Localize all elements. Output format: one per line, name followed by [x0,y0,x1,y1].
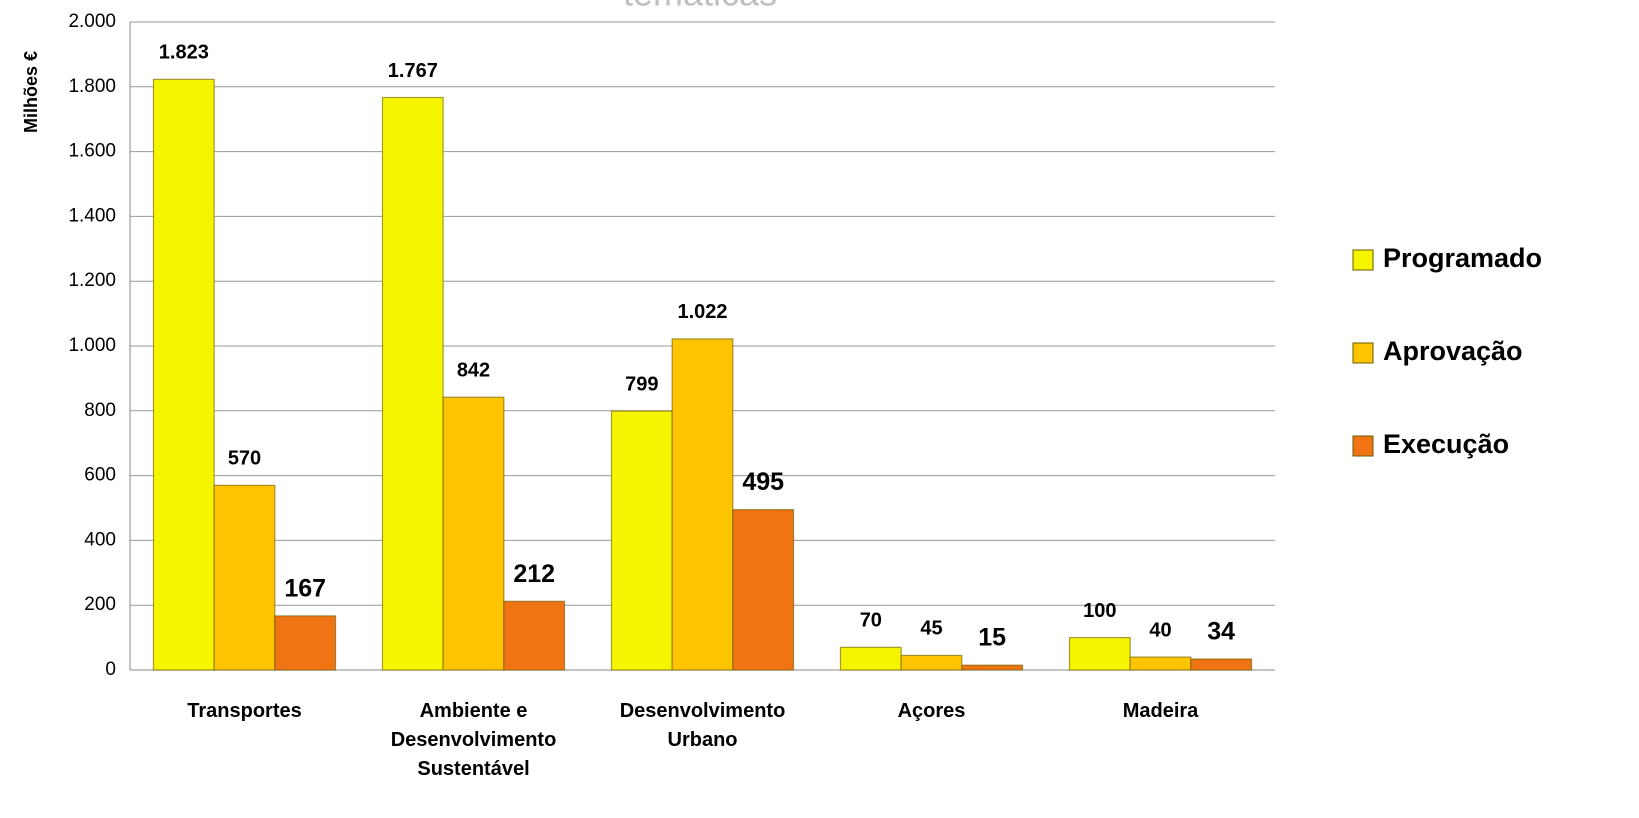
data-label: 842 [457,359,490,381]
y-tick-label: 400 [84,529,116,550]
x-tick-label: Transportes [187,700,302,722]
data-label: 45 [920,618,942,640]
bar [503,600,566,671]
y-tick-label: 200 [84,594,116,615]
bar [274,615,337,671]
bar [610,410,673,671]
bar [961,664,1024,671]
data-label: 70 [860,610,882,632]
x-tick-label: Madeira [1122,700,1199,722]
data-label: 1.823 [159,42,209,64]
bar [839,646,902,671]
bar [1129,656,1192,671]
data-label: 15 [978,624,1006,652]
chart-title: temáticas [623,0,777,14]
x-tick-label: Desenvolvimento Urbano [619,700,786,751]
y-tick-label: 1.200 [68,270,116,291]
y-axis-label: Milhões € [21,51,41,133]
bar [1190,658,1253,671]
data-label: 167 [284,575,326,603]
data-label: 34 [1207,618,1235,646]
bar [152,78,215,671]
y-tick-label: 1.800 [68,76,116,97]
bar [671,338,734,671]
y-tick-label: 600 [84,465,116,486]
bar [1068,636,1131,671]
bar [900,654,963,671]
x-tick-label: Açores [897,700,966,722]
legend-swatch [1352,249,1374,271]
y-tick-label: 800 [84,400,116,421]
legend-swatch [1352,435,1374,457]
y-tick-label: 0 [105,659,116,680]
bar [442,396,505,671]
y-tick-label: 2.000 [68,11,116,32]
y-tick-label: 1.000 [68,335,116,356]
bar [732,509,795,671]
y-tick-label: 1.400 [68,205,116,226]
data-label: 799 [625,373,658,395]
y-tick-label: 1.600 [68,141,116,162]
bar [213,484,276,671]
data-label: 1.767 [388,60,438,82]
data-label: 100 [1083,600,1116,622]
data-label: 570 [228,448,261,470]
data-label: 1.022 [677,301,727,323]
legend-label: Programado [1383,243,1542,273]
legend-label: Aprovação [1383,336,1523,366]
data-label: 40 [1149,619,1171,641]
data-label: 212 [513,560,555,588]
legend-swatch [1352,342,1374,364]
bar [381,96,444,671]
x-tick-label: Ambiente e Desenvolvimento Sustentável [390,700,557,780]
legend-label: Execução [1383,429,1509,459]
data-label: 495 [742,468,784,496]
